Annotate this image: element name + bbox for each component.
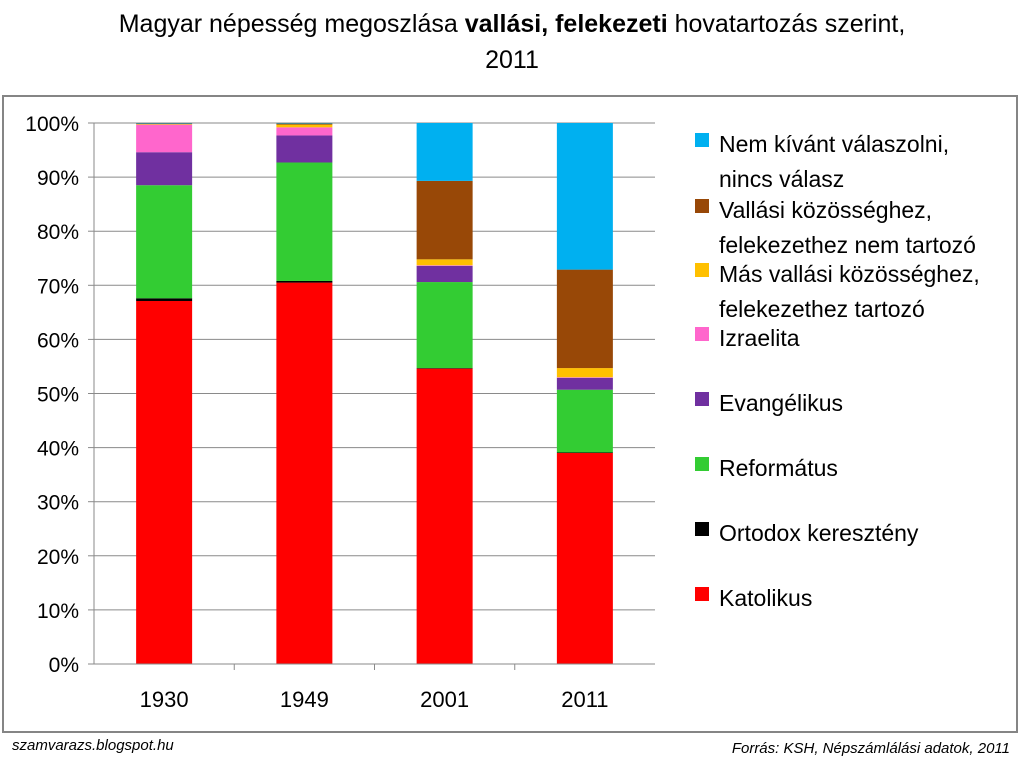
legend-swatch xyxy=(695,327,709,341)
bar-segment xyxy=(416,259,473,266)
chart-frame xyxy=(2,95,1018,733)
legend-swatch xyxy=(695,263,709,277)
bar-segment xyxy=(276,282,333,664)
legend-label: nincs válasz xyxy=(719,166,844,192)
bar-segment xyxy=(416,265,473,266)
y-tick-label: 70% xyxy=(37,275,79,298)
legend-swatch xyxy=(695,199,709,213)
legend: Nem kívánt válaszolni, nincs válasz Vallás… xyxy=(695,131,980,611)
legend-swatch xyxy=(695,133,709,147)
legend-label: felekezethez tartozó xyxy=(719,296,925,322)
bar-segment xyxy=(556,452,613,454)
bar-segment xyxy=(556,453,613,664)
legend-swatch xyxy=(695,522,709,536)
bar-segment xyxy=(136,298,193,301)
footer-source-blog: szamvarazs.blogspot.hu xyxy=(12,737,174,754)
bar-segment xyxy=(556,377,613,378)
legend-label: Vallási közösséghez, xyxy=(719,197,932,223)
footer-source-ksh: Forrás: KSH, Népszámlálási adatok, 2011 xyxy=(731,740,1010,757)
bar-segment xyxy=(556,368,613,378)
y-tick-label: 10% xyxy=(37,600,79,623)
y-tick-label: 30% xyxy=(37,492,79,515)
x-tick-labels: 1930 1949 2001 2011 xyxy=(140,687,609,712)
bar-segment xyxy=(416,180,473,260)
bar-segment xyxy=(136,123,193,125)
y-tick-label: 80% xyxy=(37,221,79,244)
bar-segment xyxy=(136,123,193,124)
x-tick-label: 1930 xyxy=(140,687,189,712)
y-tick-label: 100% xyxy=(25,113,79,136)
x-tick-label: 2001 xyxy=(420,687,469,712)
legend-label: Izraelita xyxy=(719,325,800,351)
bar-segment xyxy=(276,280,333,283)
legend-swatch xyxy=(695,587,709,601)
y-tick-labels: 0% 10% 20% 30% 40% 50% 60% 70% 80% 90% 100% xyxy=(25,113,79,677)
y-tick-label: 0% xyxy=(49,654,79,677)
y-tick-label: 20% xyxy=(37,546,79,569)
bar-segment xyxy=(276,162,333,281)
bar-segment xyxy=(136,185,193,299)
bars xyxy=(136,123,613,664)
bar-segment xyxy=(416,265,473,283)
bar-segment xyxy=(136,152,193,186)
chart-title-bold: vallási, felekezeti xyxy=(464,10,668,38)
legend-label: Ortodox keresztény xyxy=(719,520,919,546)
legend-label: felekezethez nem tartozó xyxy=(719,232,976,258)
x-tick-label: 1949 xyxy=(280,687,329,712)
legend-label: Más vallási közösséghez, xyxy=(719,261,980,287)
y-tick-label: 90% xyxy=(37,167,79,190)
bar-segment xyxy=(136,124,193,153)
y-tick-label: 50% xyxy=(37,384,79,407)
bar-segment xyxy=(556,123,613,270)
bar-segment xyxy=(416,368,473,369)
chart-title: Magyar népesség megoszlása vallási, fele… xyxy=(0,6,1024,78)
bar-segment xyxy=(136,300,193,664)
bar-segment xyxy=(136,124,193,125)
legend-label: Evangélikus xyxy=(719,390,843,416)
bar-segment xyxy=(276,123,333,125)
bar-segment xyxy=(556,269,613,369)
y-tick-label: 40% xyxy=(37,438,79,461)
legend-label: Katolikus xyxy=(719,585,812,611)
bar-segment xyxy=(276,135,333,163)
bar-segment xyxy=(416,282,473,369)
bar-segment xyxy=(416,123,473,181)
axes xyxy=(93,123,655,665)
chart-title-line1: Magyar népesség megoszlása vallási, fele… xyxy=(0,6,1024,42)
y-tick-label: 60% xyxy=(37,329,79,352)
x-tick-label: 2011 xyxy=(561,687,608,712)
chart-title-line2: 2011 xyxy=(485,46,539,74)
bar-segment xyxy=(276,127,333,136)
bar-segment xyxy=(276,123,333,124)
bar-segment xyxy=(556,389,613,453)
chart-title-part1: Magyar népesség megoszlása xyxy=(118,10,465,38)
chart-title-part2: hovatartozás szerint, xyxy=(667,10,906,38)
legend-label: Református xyxy=(719,455,838,481)
bar-segment xyxy=(556,377,613,390)
bar-segment xyxy=(416,368,473,664)
bar-segment xyxy=(276,124,333,128)
legend-swatch xyxy=(695,392,709,406)
legend-label: Nem kívánt válaszolni, xyxy=(719,131,949,157)
legend-swatch xyxy=(695,457,709,471)
